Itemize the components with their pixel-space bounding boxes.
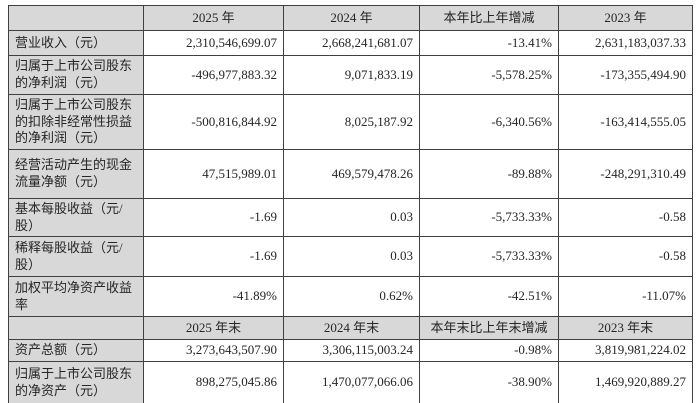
corner-cell	[8, 316, 144, 341]
table-row-net-profit: 归属于上市公司股东的净利润（元） -496,977,883.32 9,071,8…	[8, 55, 693, 95]
value-cell: -5,578.25%	[419, 55, 559, 95]
value-cell: -5,733.33%	[419, 236, 559, 278]
row-label: 资产总额（元）	[8, 339, 144, 363]
table-row-total-assets: 资产总额（元） 3,273,643,507.90 3,306,115,003.2…	[8, 339, 693, 363]
value-cell: -6,340.56%	[419, 94, 559, 150]
value-cell: -89.88%	[419, 148, 559, 199]
row-label: 加权平均净资产收益率	[8, 276, 144, 318]
corner-cell	[8, 5, 144, 31]
value-cell: 0.03	[283, 197, 420, 238]
column-header-2025-end: 2025 年末	[143, 316, 284, 341]
table-row-revenue: 营业收入（元） 2,310,546,699.07 2,668,241,681.0…	[8, 30, 693, 56]
column-header-2023-end: 2023 年末	[558, 316, 693, 341]
row-label: 经营活动产生的现金流量净额（元）	[8, 148, 144, 199]
value-cell: -13.41%	[419, 30, 559, 56]
column-header-2025: 2025 年	[143, 5, 284, 31]
column-header-2023: 2023 年	[558, 5, 693, 31]
value-cell: -163,414,555.05	[558, 94, 693, 150]
row-label: 基本每股收益（元/股）	[8, 197, 144, 238]
row-label: 归属于上市公司股东的净利润（元）	[8, 55, 144, 95]
value-cell: -38.90%	[419, 361, 559, 403]
value-cell: -496,977,883.32	[143, 55, 284, 95]
table-row-net-profit-excl-nonrecurring: 归属于上市公司股东的扣除非经常性损益的净利润（元） -500,816,844.9…	[8, 94, 693, 150]
value-cell: -42.51%	[419, 276, 559, 318]
value-cell: 2,668,241,681.07	[283, 30, 420, 56]
table-row-net-assets: 归属于上市公司股东的净资产（元） 898,275,045.86 1,470,07…	[8, 361, 693, 403]
value-cell: 47,515,989.01	[143, 148, 284, 199]
value-cell: 9,071,833.19	[283, 55, 420, 95]
row-label: 归属于上市公司股东的净资产（元）	[8, 361, 144, 403]
value-cell: 8,025,187.92	[283, 94, 420, 150]
column-header-yoy-end-change: 本年末比上年末增减	[419, 316, 559, 341]
value-cell: -248,291,310.49	[558, 148, 693, 199]
column-header-2024: 2024 年	[283, 5, 420, 31]
value-cell: -0.58	[558, 236, 693, 278]
section2-header-row: 2025 年末 2024 年末 本年末比上年末增减 2023 年末	[8, 316, 693, 341]
table-row-operating-cash-flow: 经营活动产生的现金流量净额（元） 47,515,989.01 469,579,4…	[8, 148, 693, 199]
table-row-weighted-avg-roe: 加权平均净资产收益率 -41.89% 0.62% -42.51% -11.07%	[8, 276, 693, 318]
value-cell: 2,631,183,037.33	[558, 30, 693, 56]
value-cell: -1.69	[143, 236, 284, 278]
table-row-basic-eps: 基本每股收益（元/股） -1.69 0.03 -5,733.33% -0.58	[8, 197, 693, 238]
value-cell: 2,310,546,699.07	[143, 30, 284, 56]
value-cell: 0.03	[283, 236, 420, 278]
table-row-diluted-eps: 稀释每股收益（元/股） -1.69 0.03 -5,733.33% -0.58	[8, 236, 693, 278]
value-cell: 0.62%	[283, 276, 420, 318]
row-label: 营业收入（元）	[8, 30, 144, 56]
value-cell: 469,579,478.26	[283, 148, 420, 199]
value-cell: -1.69	[143, 197, 284, 238]
row-label: 稀释每股收益（元/股）	[8, 236, 144, 278]
financial-summary-table: 2025 年 2024 年 本年比上年增减 2023 年 营业收入（元） 2,3…	[8, 5, 693, 403]
value-cell: 1,469,920,889.27	[558, 361, 693, 403]
row-label: 归属于上市公司股东的扣除非经常性损益的净利润（元）	[8, 94, 144, 150]
value-cell: 3,306,115,003.24	[283, 339, 420, 363]
value-cell: -5,733.33%	[419, 197, 559, 238]
column-header-yoy-change: 本年比上年增减	[419, 5, 559, 31]
section1-header-row: 2025 年 2024 年 本年比上年增减 2023 年	[8, 5, 693, 31]
value-cell: 3,819,981,224.02	[558, 339, 693, 363]
value-cell: -500,816,844.92	[143, 94, 284, 150]
value-cell: 898,275,045.86	[143, 361, 284, 403]
value-cell: -41.89%	[143, 276, 284, 318]
value-cell: -173,355,494.90	[558, 55, 693, 95]
value-cell: -0.98%	[419, 339, 559, 363]
value-cell: -0.58	[558, 197, 693, 238]
value-cell: 3,273,643,507.90	[143, 339, 284, 363]
value-cell: -11.07%	[558, 276, 693, 318]
value-cell: 1,470,077,066.06	[283, 361, 420, 403]
column-header-2024-end: 2024 年末	[283, 316, 420, 341]
